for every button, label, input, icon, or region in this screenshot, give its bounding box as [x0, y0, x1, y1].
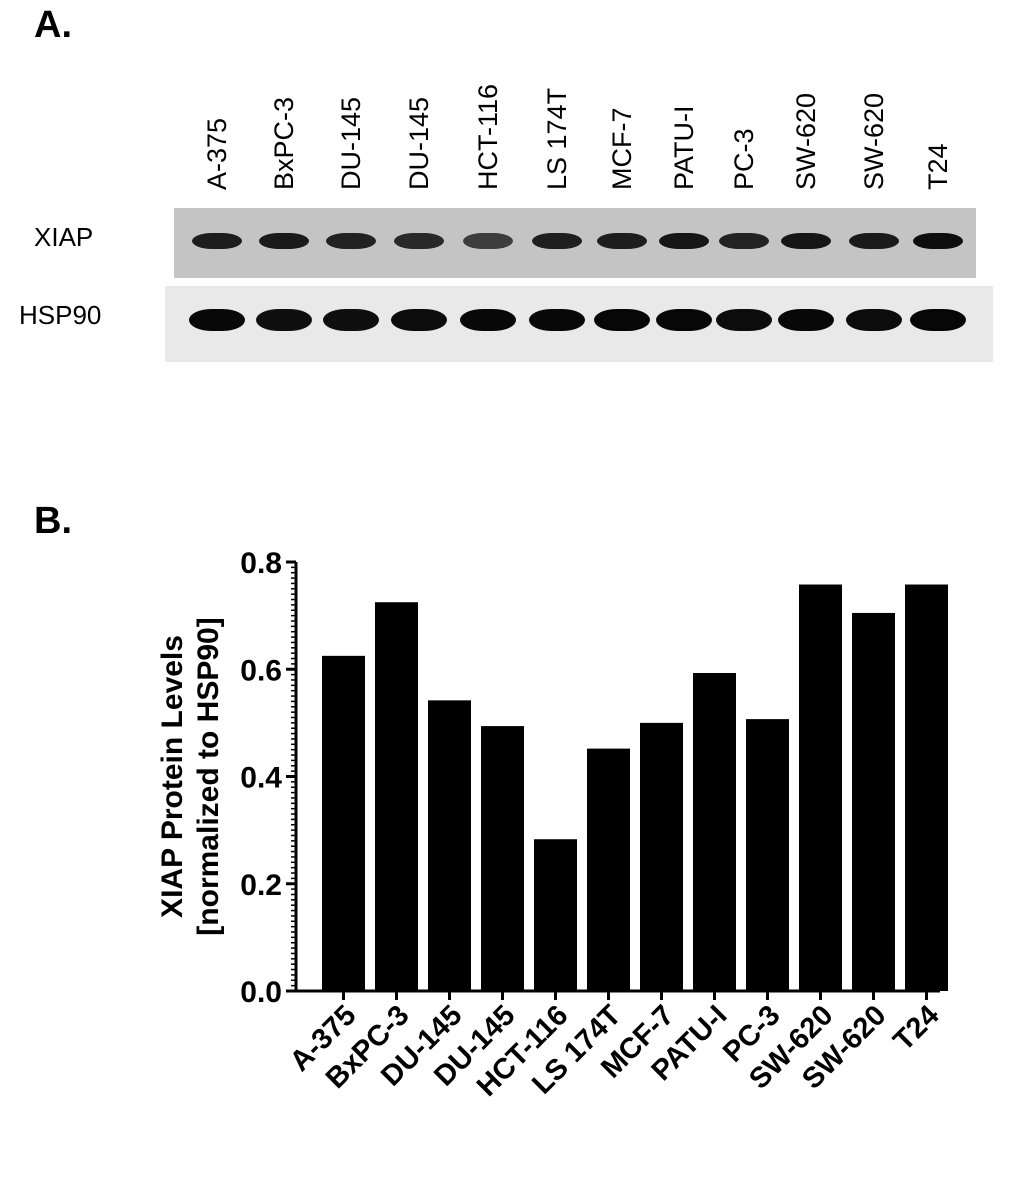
- bar: [905, 584, 948, 991]
- blot-band: [913, 233, 963, 249]
- panel-a-label: A.: [34, 4, 72, 46]
- y-tick-label: 0.6: [240, 654, 282, 687]
- lane-label: T24: [923, 143, 953, 190]
- blot-band: [529, 309, 585, 331]
- blot-band: [659, 233, 709, 249]
- xiap-bar-chart: 0.00.20.40.60.8 A-375BxPC-3DU-145DU-145H…: [156, 547, 948, 1103]
- bar: [322, 655, 365, 991]
- bar: [640, 722, 683, 991]
- blot-band: [460, 309, 516, 331]
- hsp90-blot-strip: [165, 286, 993, 362]
- panel-b-label: B.: [34, 500, 72, 542]
- hsp90-row-label: HSP90: [19, 300, 102, 330]
- lane-label: BxPC-3: [269, 96, 299, 190]
- blot-band: [189, 309, 245, 331]
- bar: [481, 726, 524, 991]
- y-tick-label: 0.4: [240, 762, 282, 795]
- blot-band: [910, 309, 966, 331]
- blot-band: [656, 309, 712, 331]
- blot-band: [463, 233, 513, 249]
- lane-label: DU-145: [404, 96, 434, 190]
- blot-band: [781, 233, 831, 249]
- blot-band: [391, 309, 447, 331]
- y-tick-label: 0.2: [240, 869, 282, 902]
- lane-label: HCT-116: [473, 83, 503, 190]
- y-tick-label: 0.0: [240, 976, 282, 1009]
- lane-label: LS 174T: [542, 87, 572, 190]
- blot-band: [259, 233, 309, 249]
- lane-label: A-375: [202, 117, 232, 190]
- blot-band: [326, 233, 376, 249]
- xiap-row-label: XIAP: [34, 222, 94, 252]
- blot-band: [256, 309, 312, 331]
- bar: [375, 602, 418, 991]
- bar: [852, 612, 895, 991]
- bar: [587, 748, 630, 991]
- bar: [799, 584, 842, 991]
- bar: [534, 839, 577, 991]
- lane-label: MCF-7: [607, 107, 637, 191]
- bar: [746, 719, 789, 991]
- blot-band: [394, 233, 444, 249]
- xiap-blot-strip: [174, 208, 976, 278]
- lane-label: PC-3: [729, 128, 759, 190]
- blot-band: [323, 309, 379, 331]
- lane-label: DU-145: [336, 96, 366, 190]
- bar: [693, 673, 736, 991]
- blot-band: [778, 309, 834, 331]
- blot-band: [532, 233, 582, 249]
- lane-label: SW-620: [859, 92, 889, 190]
- y-tick-label: 0.8: [240, 547, 282, 580]
- blot-band: [719, 233, 769, 249]
- lane-label: SW-620: [791, 92, 821, 190]
- blot-band: [597, 233, 647, 249]
- bar: [428, 700, 471, 991]
- blot-band: [846, 309, 902, 331]
- x-tick-label: T24: [887, 999, 945, 1057]
- y-axis-label-line2: [normalized to HSP90]: [192, 617, 225, 935]
- blot-band: [192, 233, 242, 249]
- y-axis-label-line1: XIAP Protein Levels: [156, 635, 189, 918]
- blot-band: [849, 233, 899, 249]
- lane-label: PATU-I: [669, 105, 699, 191]
- blot-band: [594, 309, 650, 331]
- blot-band: [716, 309, 772, 331]
